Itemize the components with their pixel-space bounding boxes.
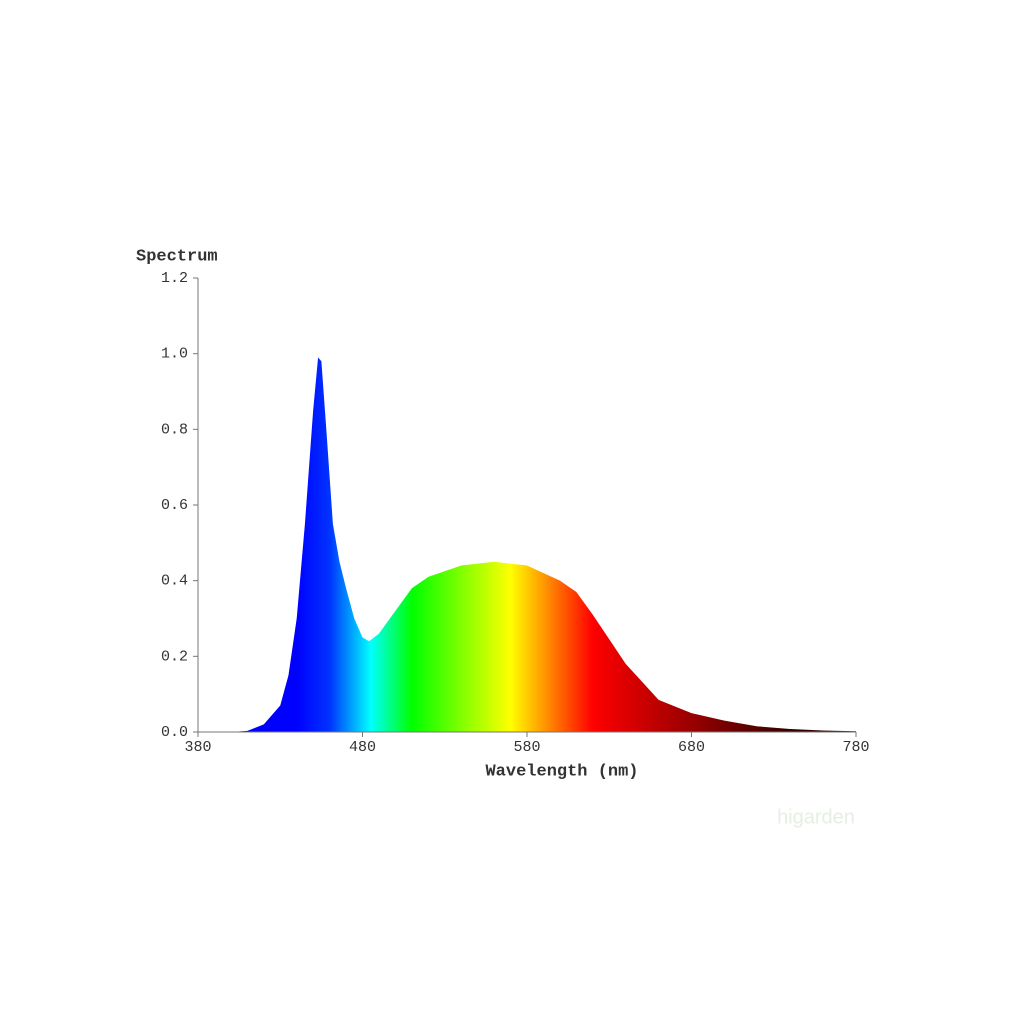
y-tick-label: 0.2: [161, 648, 188, 665]
y-tick-label: 0.6: [161, 497, 188, 514]
watermark: higarden: [777, 806, 855, 828]
spectrum-area: [198, 357, 856, 732]
y-tick-label: 0.8: [161, 421, 188, 438]
x-tick-label: 480: [349, 739, 376, 756]
x-tick-label: 680: [678, 739, 705, 756]
x-tick-label: 580: [513, 739, 540, 756]
y-tick-label: 0.0: [161, 724, 188, 741]
x-axis-label: Wavelength (nm): [485, 762, 638, 781]
y-tick-label: 1.0: [161, 346, 188, 363]
x-tick-label: 780: [842, 739, 869, 756]
y-tick-label: 0.4: [161, 573, 188, 590]
y-tick-label: 1.2: [161, 270, 188, 287]
y-axis-label: Spectrum: [136, 247, 218, 266]
x-tick-label: 380: [184, 739, 211, 756]
